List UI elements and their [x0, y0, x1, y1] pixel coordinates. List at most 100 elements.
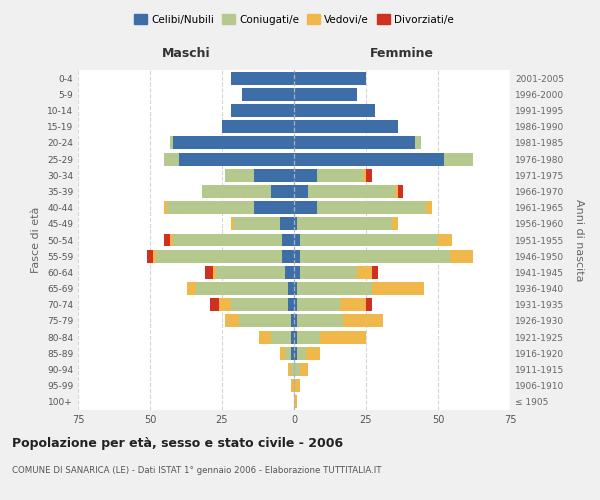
Y-axis label: Fasce di età: Fasce di età — [31, 207, 41, 273]
Bar — [294, 379, 300, 392]
Bar — [300, 363, 308, 376]
Bar — [254, 169, 294, 181]
Bar — [164, 201, 167, 214]
Bar — [147, 250, 153, 262]
Bar — [300, 250, 449, 262]
Bar — [294, 136, 415, 149]
Bar — [294, 185, 308, 198]
Bar — [300, 266, 358, 279]
Bar — [340, 298, 366, 311]
Bar — [214, 266, 216, 279]
Bar — [415, 136, 421, 149]
Bar — [294, 347, 297, 360]
Bar — [230, 104, 294, 117]
Bar — [398, 185, 403, 198]
Bar — [297, 282, 372, 295]
Bar — [291, 379, 294, 392]
Bar — [363, 169, 366, 181]
Bar — [291, 347, 294, 360]
Bar — [294, 314, 297, 328]
Bar — [179, 152, 294, 166]
Bar — [271, 330, 291, 344]
Bar — [294, 218, 297, 230]
Bar — [283, 250, 294, 262]
Bar — [366, 169, 372, 181]
Bar — [225, 314, 239, 328]
Bar — [305, 347, 320, 360]
Bar — [219, 298, 230, 311]
Bar — [173, 234, 283, 246]
Bar — [153, 250, 156, 262]
Bar — [286, 266, 294, 279]
Bar — [366, 298, 372, 311]
Bar — [288, 363, 291, 376]
Bar — [297, 298, 340, 311]
Text: Femmine: Femmine — [370, 48, 434, 60]
Bar — [196, 282, 288, 295]
Bar — [317, 201, 427, 214]
Bar — [167, 201, 254, 214]
Bar — [230, 298, 288, 311]
Bar — [294, 88, 358, 101]
Bar — [211, 298, 219, 311]
Bar — [308, 185, 395, 198]
Bar — [259, 330, 271, 344]
Text: COMUNE DI SANARICA (LE) - Dati ISTAT 1° gennaio 2006 - Elaborazione TUTTITALIA.I: COMUNE DI SANARICA (LE) - Dati ISTAT 1° … — [12, 466, 382, 475]
Bar — [444, 152, 473, 166]
Bar — [343, 314, 383, 328]
Bar — [427, 201, 432, 214]
Bar — [358, 266, 372, 279]
Text: Popolazione per età, sesso e stato civile - 2006: Popolazione per età, sesso e stato civil… — [12, 438, 343, 450]
Bar — [156, 250, 283, 262]
Bar — [286, 347, 291, 360]
Bar — [294, 282, 297, 295]
Bar — [239, 314, 291, 328]
Bar — [254, 201, 294, 214]
Bar — [205, 266, 214, 279]
Bar — [297, 330, 320, 344]
Bar — [395, 185, 398, 198]
Bar — [271, 185, 294, 198]
Bar — [294, 266, 300, 279]
Bar — [294, 363, 300, 376]
Bar — [164, 152, 179, 166]
Bar — [294, 120, 398, 133]
Bar — [320, 330, 366, 344]
Bar — [291, 330, 294, 344]
Bar — [294, 201, 317, 214]
Bar — [294, 396, 297, 408]
Bar — [288, 282, 294, 295]
Bar — [297, 218, 392, 230]
Bar — [294, 169, 317, 181]
Bar — [449, 250, 473, 262]
Bar — [297, 314, 343, 328]
Bar — [233, 218, 280, 230]
Bar — [222, 120, 294, 133]
Bar — [438, 234, 452, 246]
Text: Maschi: Maschi — [161, 48, 211, 60]
Y-axis label: Anni di nascita: Anni di nascita — [574, 198, 584, 281]
Bar — [288, 298, 294, 311]
Bar — [291, 363, 294, 376]
Bar — [300, 234, 438, 246]
Bar — [170, 234, 173, 246]
Bar — [280, 347, 286, 360]
Bar — [170, 136, 173, 149]
Bar — [187, 282, 196, 295]
Bar — [372, 266, 377, 279]
Bar — [294, 104, 374, 117]
Legend: Celibi/Nubili, Coniugati/e, Vedovi/e, Divorziati/e: Celibi/Nubili, Coniugati/e, Vedovi/e, Di… — [130, 10, 458, 29]
Bar — [173, 136, 294, 149]
Bar — [392, 218, 398, 230]
Bar — [230, 218, 233, 230]
Bar — [372, 282, 424, 295]
Bar — [294, 330, 297, 344]
Bar — [164, 234, 170, 246]
Bar — [294, 250, 300, 262]
Bar — [294, 298, 297, 311]
Bar — [294, 234, 300, 246]
Bar — [280, 218, 294, 230]
Bar — [216, 266, 286, 279]
Bar — [291, 314, 294, 328]
Bar — [283, 234, 294, 246]
